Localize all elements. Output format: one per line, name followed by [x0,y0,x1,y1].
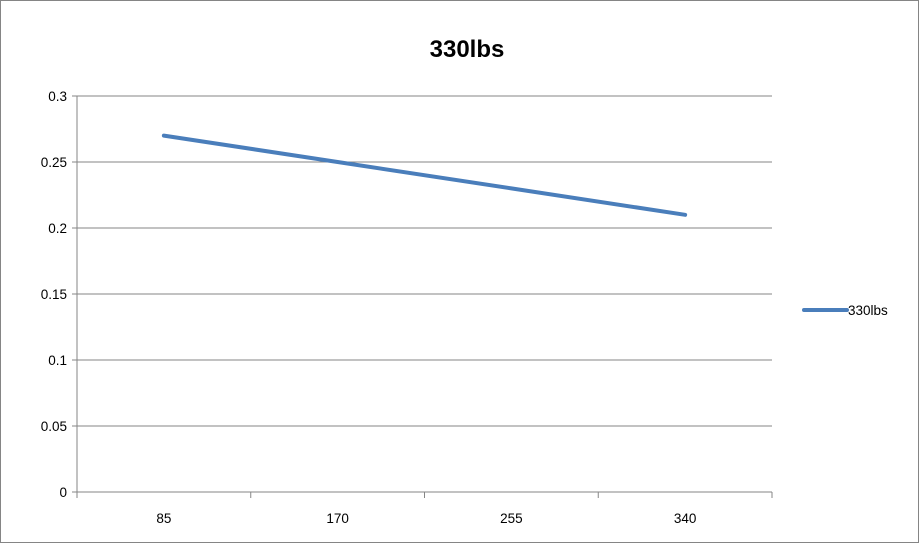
gridlines [77,95,772,427]
series-group [161,133,688,217]
x-tick-label: 255 [500,511,523,526]
y-axis-tick-labels: 0 0.05 0.1 0.15 0.2 0.25 0.3 [41,89,67,500]
legend-label: 330lbs [848,303,888,318]
x-tick-label: 340 [674,511,697,526]
series-line [161,133,688,217]
axes [72,95,773,498]
y-tick-label: 0.15 [41,287,67,302]
y-tick-label: 0.05 [41,419,67,434]
x-axis-tick-labels: 85 170 255 340 [156,511,696,526]
y-tick-label: 0.1 [48,353,67,368]
y-tick-label: 0.3 [48,89,67,104]
y-tick-label: 0.2 [48,221,67,236]
legend: 330lbs [802,303,888,318]
x-tick-label: 170 [326,511,349,526]
chart-title: 330lbs [430,36,505,63]
y-tick-label: 0.25 [41,155,67,170]
y-tick-label: 0 [59,485,67,500]
x-tick-label: 85 [156,511,171,526]
